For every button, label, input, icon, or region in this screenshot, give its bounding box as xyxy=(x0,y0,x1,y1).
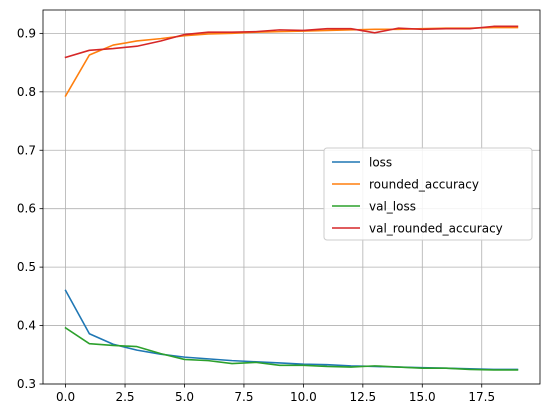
x-tick-label: 12.5 xyxy=(349,390,376,404)
x-tick-label: 15.0 xyxy=(409,390,436,404)
x-tick-label: 7.5 xyxy=(234,390,253,404)
axis-ticks: 0.0 2.5 5.0 7.5 10.0 12.5 15.0 17.5 0.3 0.4 0.5 0.6… xyxy=(17,26,495,404)
y-tick-label: 0.8 xyxy=(17,85,36,99)
series-line-rounded-accuracy xyxy=(64,26,519,97)
legend-label: rounded_accuracy xyxy=(369,178,479,192)
series-line-val-loss xyxy=(64,326,519,371)
series-line-val-rounded-accuracy xyxy=(64,25,519,59)
legend-label: loss xyxy=(369,156,392,170)
series-line-loss xyxy=(64,289,519,371)
legend: loss rounded_accuracy val_loss val_rounded_… xyxy=(323,147,533,241)
y-tick-label: 0.6 xyxy=(17,202,36,216)
legend-label: val_rounded_accuracy xyxy=(369,222,503,236)
y-tick-label: 0.4 xyxy=(17,319,36,333)
plot-frame xyxy=(42,9,541,385)
x-tick-label: 0.0 xyxy=(56,390,75,404)
y-tick-label: 0.5 xyxy=(17,260,36,274)
x-tick-label: 17.5 xyxy=(468,390,495,404)
x-tick-label: 2.5 xyxy=(115,390,134,404)
x-tick-label: 5.0 xyxy=(175,390,194,404)
x-tick-label: 10.0 xyxy=(290,390,317,404)
legend-box xyxy=(323,147,533,241)
y-tick-label: 0.9 xyxy=(17,26,36,40)
series-lines xyxy=(64,25,519,371)
y-tick-label: 0.7 xyxy=(17,143,36,157)
legend-label: val_loss xyxy=(369,200,416,214)
y-tick-label: 0.3 xyxy=(17,377,36,391)
